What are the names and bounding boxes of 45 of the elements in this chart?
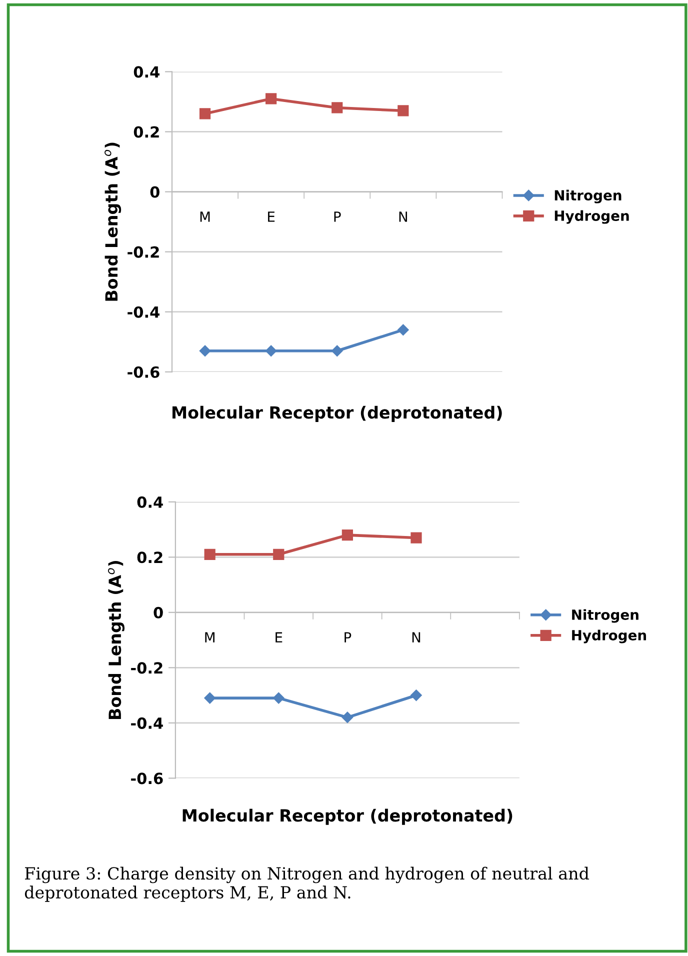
x-tick-label: N xyxy=(412,632,420,642)
point xyxy=(398,105,409,116)
x-axis-title: Molecular Receptor (deprotonated) xyxy=(182,808,512,825)
y-tick-label: 0 xyxy=(150,186,160,198)
point xyxy=(265,345,277,356)
point xyxy=(204,692,216,704)
point xyxy=(199,345,211,356)
legend-label: Hydrogen xyxy=(554,210,629,224)
x-tick-label: E xyxy=(268,212,275,222)
x-tick-label: P xyxy=(344,632,352,642)
y-tick-label: 0.2 xyxy=(137,552,162,564)
y-tick-label: 0.2 xyxy=(134,126,159,138)
x-tick-label: M xyxy=(205,632,214,642)
y-axis-title: Bond Length (A$^{o}$) xyxy=(104,142,122,301)
x-tick-label: E xyxy=(276,632,282,642)
point xyxy=(410,690,422,701)
legend-label: Hydrogen xyxy=(572,630,646,644)
point xyxy=(199,108,211,120)
point xyxy=(204,548,216,560)
x-tick-label: P xyxy=(334,212,341,222)
point xyxy=(398,324,409,336)
x-axis-title: Molecular Receptor (deprotonated) xyxy=(172,406,502,422)
point xyxy=(273,692,284,704)
caption: Figure 3: Charge density on Nitrogen and hydrogen of neutral and deprotonated receptors M, E, P and N. xyxy=(24,866,589,902)
y-tick-label: -0.4 xyxy=(131,717,163,729)
point xyxy=(342,712,354,724)
x-tick-label: N xyxy=(399,212,407,222)
point xyxy=(332,345,343,356)
y-tick-label: 0 xyxy=(154,606,163,618)
point xyxy=(266,93,277,104)
legend-label: Nitrogen xyxy=(554,190,622,204)
x-tick-label: M xyxy=(200,212,210,222)
y-tick-label: -0.2 xyxy=(128,246,159,258)
y-tick-label: -0.4 xyxy=(128,306,160,318)
y-tick-label: 0.4 xyxy=(137,496,163,508)
y-tick-label: -0.6 xyxy=(128,366,160,378)
y-tick-label: -0.2 xyxy=(131,662,162,674)
legend-label: Nitrogen xyxy=(572,609,638,623)
point xyxy=(273,548,284,560)
y-axis-title: Bond Length (A$^{o}$) xyxy=(108,560,125,720)
y-tick-label: -0.6 xyxy=(131,772,163,784)
y-tick-label: 0.4 xyxy=(134,66,160,78)
point xyxy=(332,102,343,114)
point xyxy=(410,532,422,544)
point xyxy=(342,530,353,541)
